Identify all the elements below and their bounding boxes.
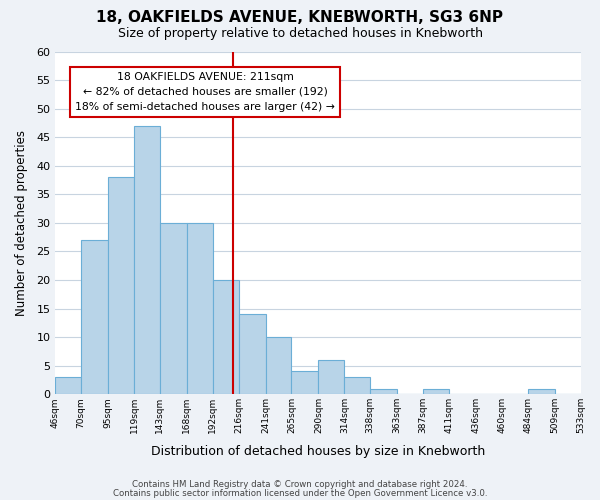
Bar <box>108 177 134 394</box>
Bar <box>81 240 108 394</box>
Bar <box>266 337 292 394</box>
Y-axis label: Number of detached properties: Number of detached properties <box>15 130 28 316</box>
Bar <box>239 314 266 394</box>
Text: 18, OAKFIELDS AVENUE, KNEBWORTH, SG3 6NP: 18, OAKFIELDS AVENUE, KNEBWORTH, SG3 6NP <box>97 10 503 25</box>
Text: Contains public sector information licensed under the Open Government Licence v3: Contains public sector information licen… <box>113 488 487 498</box>
Bar <box>423 388 449 394</box>
Bar <box>55 377 81 394</box>
Bar <box>319 360 344 394</box>
Bar <box>527 388 554 394</box>
Bar <box>370 388 397 394</box>
Bar <box>292 372 319 394</box>
Bar <box>344 377 370 394</box>
Bar <box>213 280 239 394</box>
Bar <box>134 126 160 394</box>
Text: Contains HM Land Registry data © Crown copyright and database right 2024.: Contains HM Land Registry data © Crown c… <box>132 480 468 489</box>
Text: 18 OAKFIELDS AVENUE: 211sqm
← 82% of detached houses are smaller (192)
18% of se: 18 OAKFIELDS AVENUE: 211sqm ← 82% of det… <box>75 72 335 112</box>
Bar <box>160 223 187 394</box>
X-axis label: Distribution of detached houses by size in Knebworth: Distribution of detached houses by size … <box>151 444 485 458</box>
Bar <box>187 223 213 394</box>
Text: Size of property relative to detached houses in Knebworth: Size of property relative to detached ho… <box>118 28 482 40</box>
